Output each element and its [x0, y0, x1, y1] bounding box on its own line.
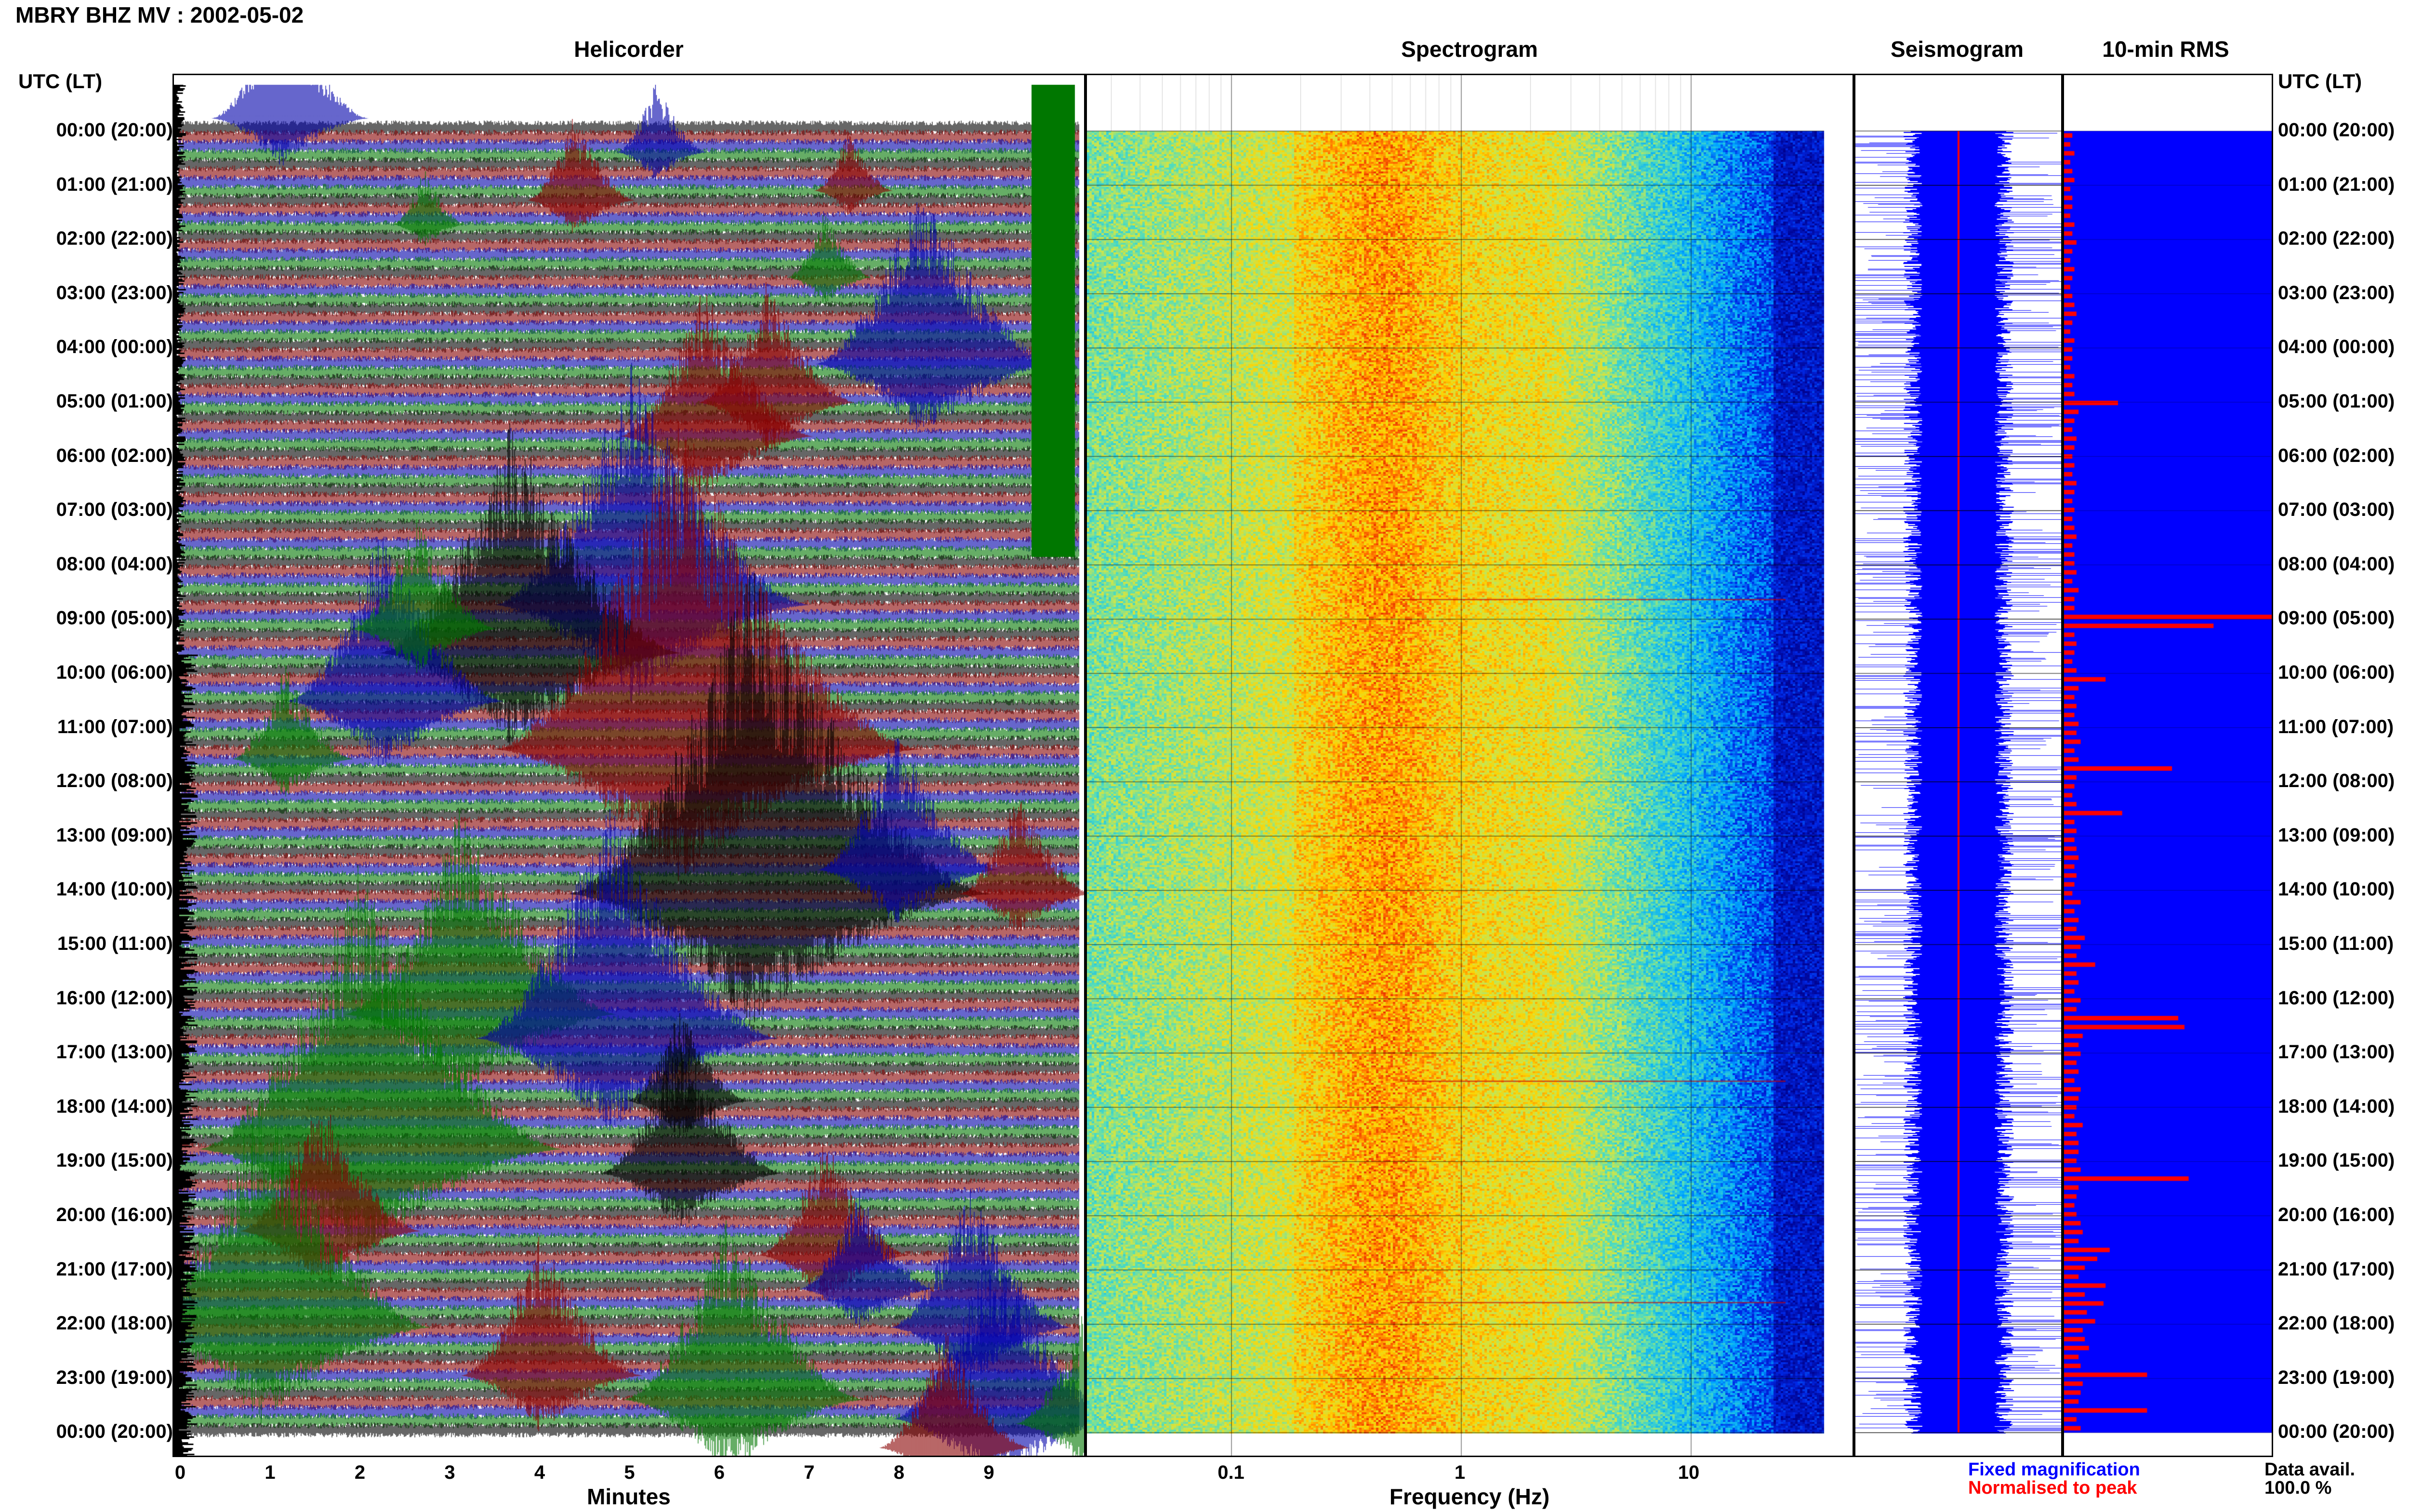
- data-avail-label: Data avail.: [2264, 1459, 2355, 1480]
- time-label-right: 23:00 (19:00): [2278, 1367, 2395, 1388]
- helicorder-x-tick: 3: [444, 1462, 455, 1483]
- helicorder-x-tick: 2: [354, 1462, 366, 1483]
- time-label-right: 01:00 (21:00): [2278, 173, 2395, 195]
- time-label-right: 18:00 (14:00): [2278, 1095, 2395, 1117]
- time-label-left: 01:00 (21:00): [56, 173, 173, 195]
- time-label-left: 18:00 (14:00): [56, 1095, 173, 1117]
- time-label-right: 11:00 (07:00): [2278, 716, 2394, 737]
- time-label-right: 04:00 (00:00): [2278, 336, 2395, 358]
- seismogram-title: Seismogram: [1890, 37, 2024, 62]
- time-label-right: 06:00 (02:00): [2278, 445, 2395, 466]
- time-label-left: 12:00 (08:00): [56, 770, 173, 792]
- time-label-left: 14:00 (10:00): [56, 879, 173, 900]
- data-avail-value: 100.0 %: [2264, 1478, 2332, 1498]
- helicorder-canvas: [174, 75, 1084, 1456]
- time-label-right: 13:00 (09:00): [2278, 824, 2395, 846]
- time-label-right: 14:00 (10:00): [2278, 879, 2395, 900]
- helicorder-x-tick: 7: [804, 1462, 815, 1483]
- time-label-left: 04:00 (00:00): [56, 336, 173, 358]
- time-label-right: 07:00 (03:00): [2278, 499, 2395, 521]
- helicorder-x-tick: 9: [983, 1462, 994, 1483]
- time-label-right: 02:00 (22:00): [2278, 228, 2395, 250]
- time-label-left: 20:00 (16:00): [56, 1204, 173, 1225]
- time-label-right: 12:00 (08:00): [2278, 770, 2395, 792]
- time-label-right: 08:00 (04:00): [2278, 553, 2395, 575]
- time-label-left: 11:00 (07:00): [57, 716, 173, 737]
- spectrogram-x-tick: 0.1: [1218, 1462, 1244, 1483]
- time-label-left: 10:00 (06:00): [56, 662, 173, 683]
- page-title: MBRY BHZ MV : 2002-05-02: [15, 2, 304, 27]
- helicorder-x-tick: 1: [265, 1462, 276, 1483]
- time-label-left: 03:00 (23:00): [56, 282, 173, 303]
- time-label-right: 00:00 (20:00): [2278, 119, 2395, 141]
- time-label-right: 17:00 (13:00): [2278, 1041, 2395, 1063]
- time-label-right: 05:00 (01:00): [2278, 391, 2395, 412]
- time-label-left: 16:00 (12:00): [56, 987, 173, 1009]
- time-label-left: 17:00 (13:00): [56, 1041, 173, 1063]
- time-label-right: 03:00 (23:00): [2278, 282, 2395, 303]
- seismogram-canvas: [1855, 75, 2061, 1456]
- time-label-left: 08:00 (04:00): [56, 553, 173, 575]
- time-label-left: 06:00 (02:00): [56, 445, 173, 466]
- time-label-left: 05:00 (01:00): [56, 391, 173, 412]
- spectrogram-title: Spectrogram: [1401, 37, 1538, 62]
- helicorder-panel: [172, 74, 1085, 1457]
- time-label-left: 23:00 (19:00): [56, 1367, 173, 1388]
- time-label-right: 16:00 (12:00): [2278, 987, 2395, 1009]
- time-label-right: 15:00 (11:00): [2278, 933, 2394, 954]
- time-label-left: 15:00 (11:00): [57, 933, 173, 954]
- time-label-right: 22:00 (18:00): [2278, 1313, 2395, 1334]
- time-label-left: 07:00 (03:00): [56, 499, 173, 521]
- time-label-right: 10:00 (06:00): [2278, 662, 2395, 683]
- helicorder-x-label: Minutes: [587, 1484, 671, 1509]
- spectrogram-canvas: [1087, 75, 1853, 1456]
- time-label-left: 22:00 (18:00): [56, 1313, 173, 1334]
- time-label-left: 19:00 (15:00): [56, 1150, 173, 1171]
- legend-fixed-magnification: Fixed magnification: [1968, 1459, 2140, 1480]
- rms-canvas: [2064, 75, 2272, 1456]
- spectrogram-panel: [1085, 74, 1854, 1457]
- helicorder-x-tick: 8: [893, 1462, 905, 1483]
- spectrogram-x-tick: 10: [1678, 1462, 1700, 1483]
- helicorder-x-tick: 5: [624, 1462, 635, 1483]
- helicorder-x-tick: 4: [534, 1462, 545, 1483]
- time-label-right: 09:00 (05:00): [2278, 607, 2395, 629]
- time-label-left: 00:00 (20:00): [56, 1421, 173, 1443]
- utc-header-right: UTC (LT): [2278, 70, 2362, 92]
- seismogram-panel: [1854, 74, 2063, 1457]
- rms-panel: [2063, 74, 2273, 1457]
- time-label-left: 00:00 (20:00): [56, 119, 173, 141]
- time-label-left: 21:00 (17:00): [56, 1258, 173, 1280]
- time-label-right: 00:00 (20:00): [2278, 1421, 2395, 1443]
- time-label-right: 21:00 (17:00): [2278, 1258, 2395, 1280]
- rms-title: 10-min RMS: [2102, 37, 2229, 62]
- time-label-right: 20:00 (16:00): [2278, 1204, 2395, 1225]
- helicorder-title: Helicorder: [574, 37, 684, 62]
- helicorder-x-tick: 6: [714, 1462, 725, 1483]
- time-label-left: 09:00 (05:00): [56, 607, 173, 629]
- time-label-left: 13:00 (09:00): [56, 824, 173, 846]
- spectrogram-x-label: Frequency (Hz): [1389, 1484, 1550, 1509]
- utc-header-left: UTC (LT): [18, 70, 103, 92]
- time-label-left: 02:00 (22:00): [56, 228, 173, 250]
- time-label-right: 19:00 (15:00): [2278, 1150, 2395, 1171]
- helicorder-x-tick: 0: [174, 1462, 186, 1483]
- spectrogram-x-tick: 1: [1454, 1462, 1466, 1483]
- legend-normalised-to-peak: Normalised to peak: [1968, 1478, 2137, 1498]
